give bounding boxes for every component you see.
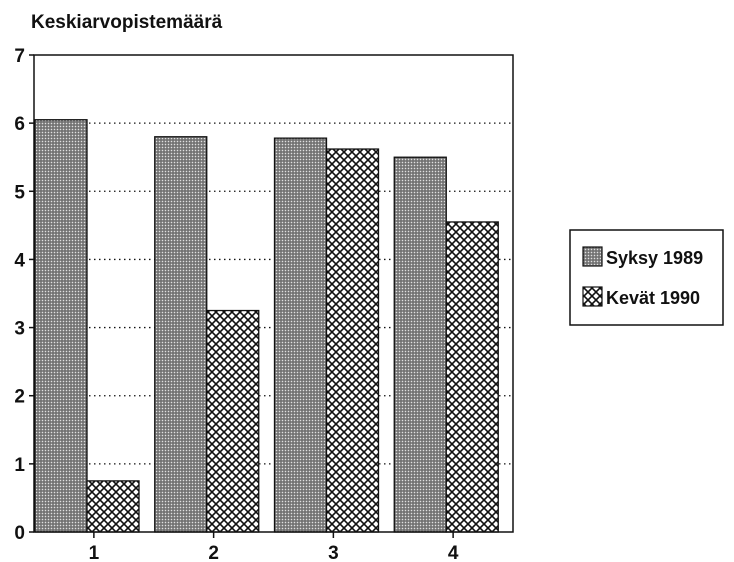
x-tick-label: 4 (448, 543, 459, 562)
y-tick-label: 5 (14, 182, 25, 203)
y-tick-label: 6 (14, 114, 25, 135)
bar-series-1-cat-3 (273, 137, 328, 533)
bar-series-2-cat-3 (325, 148, 380, 533)
y-axis-title: Keskiarvopistemäärä (31, 12, 223, 33)
legend: Syksy 1989 Kevät 1990 (569, 229, 724, 326)
bar-series-2-cat-4 (445, 221, 499, 533)
x-tick-label: 1 (89, 543, 100, 562)
legend-swatch-series-1 (582, 246, 603, 267)
legend-label-series-1: Syksy 1989 (606, 248, 703, 268)
legend-label-series-2: Kevät 1990 (606, 288, 700, 308)
plot-frame (33, 54, 514, 533)
x-tick-label: 2 (208, 543, 219, 562)
x-axis: 1 2 3 4 (89, 532, 459, 562)
y-axis: 0 1 2 3 4 5 6 7 (14, 46, 34, 544)
legend-swatch-series-2 (582, 286, 603, 307)
bar-series-1-cat-1 (34, 119, 88, 533)
y-tick-label: 0 (14, 523, 25, 544)
y-tick-label: 4 (14, 250, 25, 271)
x-tick-label: 3 (328, 543, 339, 562)
bar-series-2-cat-1 (86, 480, 140, 533)
y-tick-label: 7 (14, 46, 25, 67)
legend-box (569, 229, 724, 326)
y-tick-label: 1 (14, 455, 25, 476)
bar-series-2-cat-2 (206, 309, 260, 533)
bar-series-1-cat-4 (393, 156, 447, 533)
bars (34, 119, 499, 533)
y-tick-label: 3 (14, 319, 25, 340)
y-tick-label: 2 (14, 387, 25, 408)
bar-series-1-cat-2 (154, 136, 208, 533)
